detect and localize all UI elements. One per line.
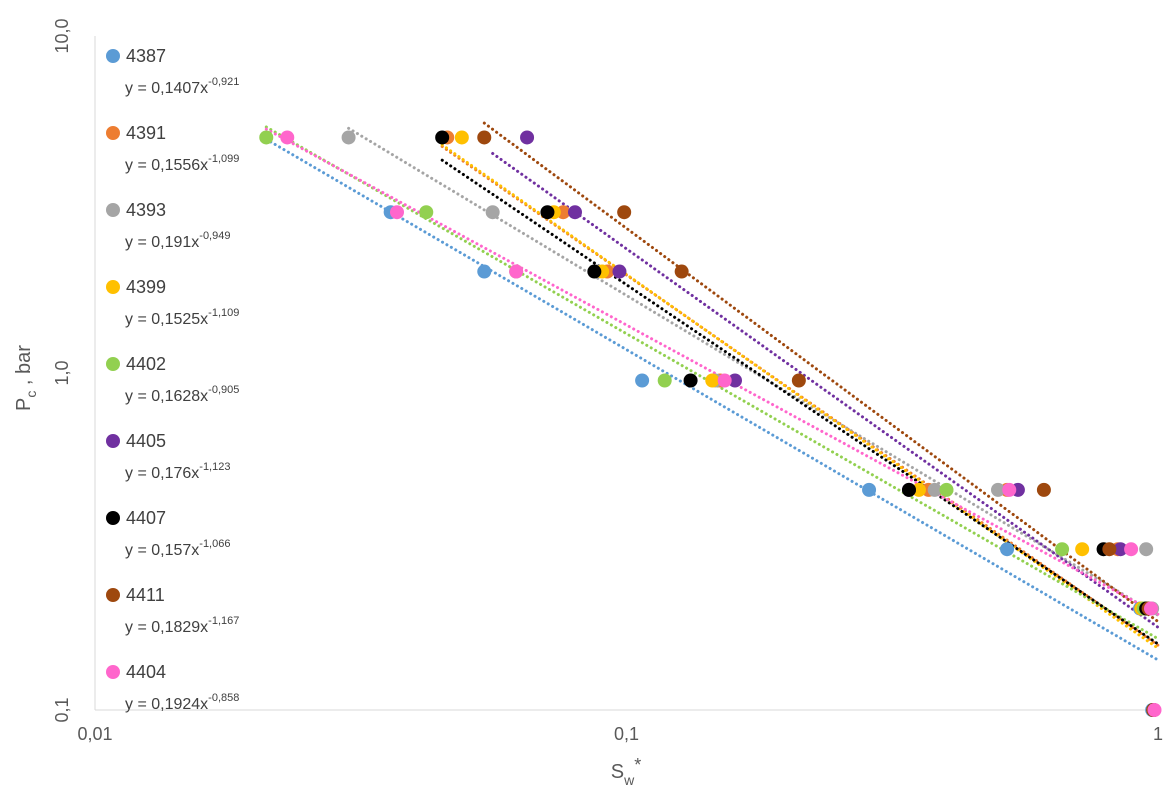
- point-4387: [635, 373, 650, 388]
- point-4399: [454, 130, 469, 145]
- point-4405: [727, 373, 742, 388]
- point-4407: [587, 264, 602, 279]
- legend-label-4411: 4411: [126, 585, 165, 605]
- legend-equation-4399: y = 0,1525x-1,109: [125, 307, 239, 328]
- point-4393: [341, 130, 356, 145]
- point-4393: [1139, 542, 1154, 557]
- x-tick-label: 1: [1153, 724, 1163, 744]
- legend-equation-4404: y = 0,1924x-0,858: [125, 692, 239, 713]
- trendline-4411: [482, 121, 1160, 624]
- legend-marker-4402: [106, 357, 120, 371]
- legend-label-4405: 4405: [126, 431, 166, 451]
- legend-equation-4411: y = 0,1829x-1,167: [125, 615, 239, 636]
- legend-equation-4407: y = 0,157x-1,066: [125, 538, 230, 559]
- point-4407: [683, 373, 698, 388]
- point-4407: [435, 130, 450, 145]
- point-4407: [540, 205, 555, 220]
- point-4411: [1036, 482, 1051, 497]
- trendline-4405: [491, 152, 1160, 629]
- point-4402: [657, 373, 672, 388]
- axis-titles: Sw* Pc , bar: [13, 345, 641, 788]
- legend-label-4402: 4402: [126, 354, 166, 374]
- legend-equation-4393: y = 0,191x-0,949: [125, 230, 230, 251]
- point-4399: [911, 482, 926, 497]
- legend-label-4393: 4393: [126, 200, 166, 220]
- y-axis-title: Pc , bar: [13, 345, 39, 411]
- data-points: [259, 130, 1162, 717]
- point-4404: [1002, 482, 1017, 497]
- point-4404: [509, 264, 524, 279]
- point-4405: [612, 264, 627, 279]
- point-4399: [705, 373, 720, 388]
- point-4393: [927, 482, 942, 497]
- tick-labels: 0,01 0,1 10,11,010,0: [52, 18, 1163, 744]
- point-4402: [939, 482, 954, 497]
- legend-label-4404: 4404: [126, 662, 166, 682]
- point-4407: [901, 482, 916, 497]
- point-4411: [477, 130, 492, 145]
- point-4405: [1113, 542, 1128, 557]
- point-4404: [717, 373, 732, 388]
- trendline-4404: [264, 127, 1160, 616]
- legend-label-4387: 4387: [126, 46, 166, 66]
- legend-marker-4405: [106, 434, 120, 448]
- x-tick-label: 0,1: [614, 724, 639, 744]
- point-4387: [477, 264, 492, 279]
- point-4404: [1143, 601, 1158, 616]
- point-4411: [674, 264, 689, 279]
- point-4405: [567, 205, 582, 220]
- point-4411: [617, 205, 632, 220]
- axes: [94, 36, 1158, 711]
- trendline-4399: [440, 143, 1160, 650]
- legend-marker-4407: [106, 511, 120, 525]
- point-4405: [520, 130, 535, 145]
- legend-equation-4387: y = 0,1407x-0,921: [125, 76, 239, 97]
- point-4411: [1102, 542, 1117, 557]
- legend-marker-4399: [106, 280, 120, 294]
- point-4399: [1075, 542, 1090, 557]
- legend-marker-4387: [106, 49, 120, 63]
- trendline-4393: [347, 126, 1160, 617]
- point-4393: [991, 482, 1006, 497]
- x-tick-label: 0,01: [77, 724, 112, 744]
- trendline-4387: [264, 137, 1160, 662]
- y-tick-label: 0,1: [52, 697, 72, 722]
- point-4402: [259, 130, 274, 145]
- legend-marker-4393: [106, 203, 120, 217]
- point-4404: [389, 205, 404, 220]
- x-axis-title: Sw*: [611, 755, 641, 788]
- point-4404: [1147, 703, 1162, 717]
- y-tick-label: 1,0: [52, 360, 72, 385]
- y-tick-label: 10,0: [52, 18, 72, 53]
- trendlines: [264, 121, 1160, 662]
- legend-label-4391: 4391: [126, 123, 166, 143]
- legend-label-4399: 4399: [126, 277, 166, 297]
- point-4387: [862, 482, 877, 497]
- legend-equation-4391: y = 0,1556x-1,099: [125, 153, 239, 174]
- point-4404: [280, 130, 295, 145]
- trendline-4407: [440, 158, 1160, 646]
- legend-equation-4405: y = 0,176x-1,123: [125, 461, 230, 482]
- point-4404: [1124, 542, 1139, 557]
- legend-equation-4402: y = 0,1628x-0,905: [125, 384, 239, 405]
- legend-marker-4391: [106, 126, 120, 140]
- point-4393: [485, 205, 500, 220]
- point-4387: [1000, 542, 1015, 557]
- point-4402: [1055, 542, 1070, 557]
- legend: 4387 y = 0,1407x-0,921 4391 y = 0,1556x-1,0…: [106, 46, 239, 713]
- legend-marker-4404: [106, 665, 120, 679]
- legend-label-4407: 4407: [126, 508, 166, 528]
- point-4402: [419, 205, 434, 220]
- legend-marker-4411: [106, 588, 120, 602]
- point-4411: [791, 373, 806, 388]
